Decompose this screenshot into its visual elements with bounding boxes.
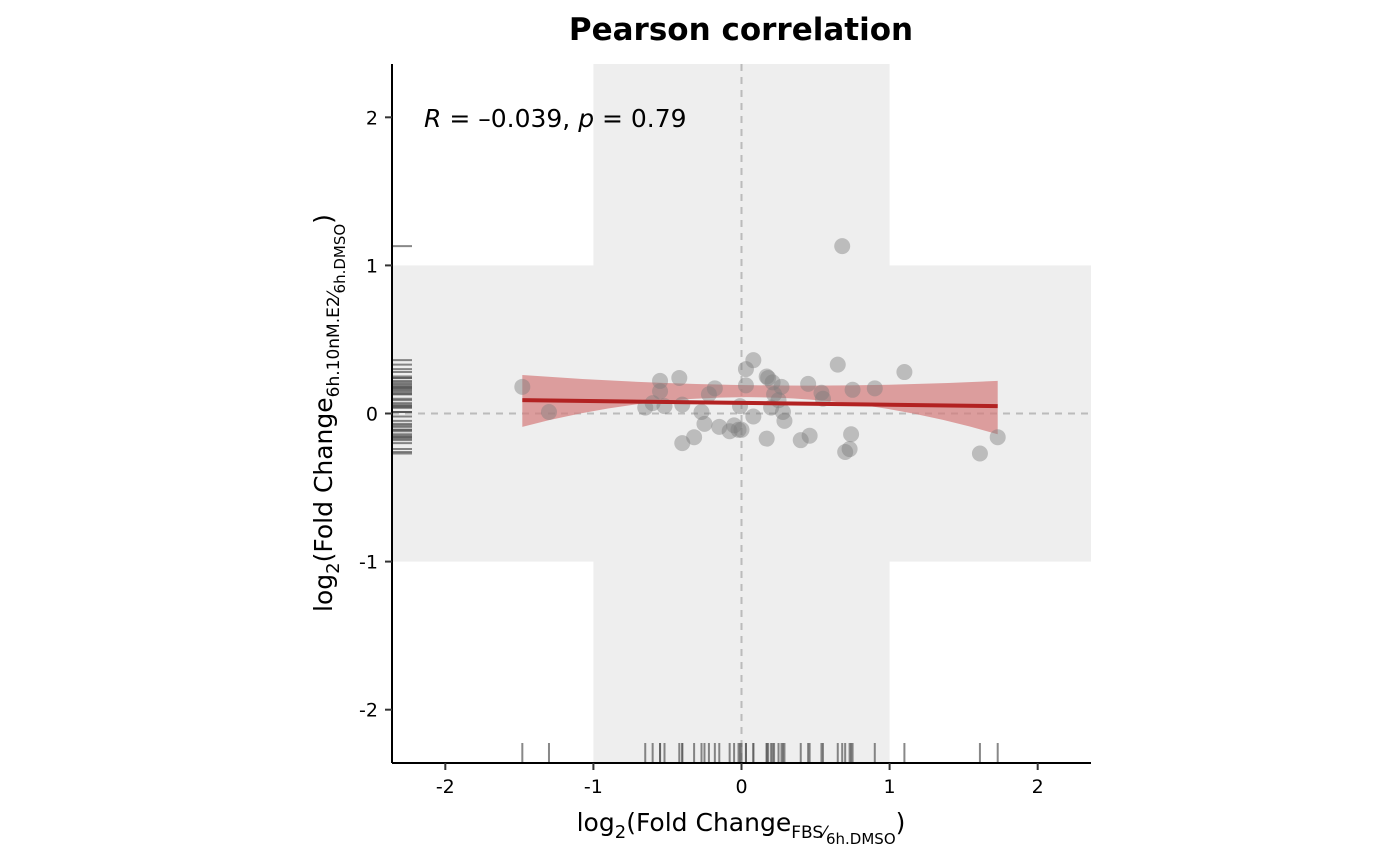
data-point — [758, 368, 775, 385]
x-axis-title-base: 2 — [615, 822, 626, 843]
data-point — [989, 429, 1006, 446]
confidence-band — [522, 374, 998, 435]
data-point — [843, 426, 860, 443]
data-point — [745, 408, 762, 425]
data-point — [866, 380, 883, 397]
y-tick-label: -2 — [359, 700, 378, 722]
data-point — [674, 396, 691, 413]
x-axis-title-log: log — [577, 808, 615, 837]
data-point — [721, 423, 738, 440]
y-tick-label: -1 — [359, 552, 378, 574]
x-tick-label: -2 — [436, 776, 455, 798]
x-axis-title: log2(Fold ChangeFBS⁄6h.DMSO) — [577, 808, 906, 848]
p-symbol: p — [577, 104, 594, 133]
y-axis-title-sub-slash: ⁄ — [324, 290, 344, 300]
data-point — [745, 352, 762, 369]
data-point — [813, 384, 830, 401]
y-axis-title-base: 2 — [323, 562, 344, 573]
y-axis-title-open: (Fold Change — [309, 397, 338, 562]
data-point — [837, 444, 854, 461]
data-point — [540, 404, 557, 421]
data-point — [700, 386, 717, 403]
data-point — [726, 417, 743, 434]
data-point — [792, 432, 809, 449]
data-point — [800, 375, 817, 392]
axes-layer: -2 -1 0 1 2 -2 -1 0 1 2 — [359, 64, 1091, 798]
data-point — [674, 435, 691, 452]
data-point — [776, 412, 793, 429]
y-tick-label: 1 — [366, 255, 378, 277]
confidence-band-layer — [522, 374, 998, 435]
data-point — [730, 421, 747, 438]
data-point — [737, 361, 754, 378]
x-axis-title-open: (Fold Change — [626, 808, 791, 837]
regression-line — [522, 398, 998, 409]
data-point — [711, 418, 728, 435]
data-point — [686, 429, 703, 446]
data-point — [652, 372, 669, 389]
y-axis-title-sub-den: 6h.DMSO — [331, 224, 349, 294]
r-value: = –0.039, — [441, 104, 578, 133]
rug-layer — [392, 245, 999, 763]
data-point — [841, 441, 858, 458]
data-point — [732, 398, 749, 415]
data-point — [693, 404, 710, 421]
data-point — [766, 386, 783, 403]
data-point — [834, 238, 851, 255]
data-point — [758, 430, 775, 447]
y-axis-title-log: log — [309, 574, 338, 612]
x-tick-label: 2 — [1032, 776, 1044, 798]
data-point — [733, 421, 750, 438]
x-tick-label: 0 — [735, 776, 747, 798]
y-tick-label: 2 — [366, 107, 378, 129]
correlation-annotation: R = –0.039, p = 0.79 — [424, 104, 687, 133]
data-point — [737, 377, 754, 394]
data-point — [706, 380, 723, 397]
data-point — [971, 445, 988, 462]
x-axis-title-sub-slash: ⁄ — [819, 823, 829, 843]
r-symbol: R — [424, 104, 441, 133]
data-point — [671, 369, 688, 386]
data-point — [829, 356, 846, 373]
data-point — [844, 381, 861, 398]
data-point — [801, 427, 818, 444]
data-point — [652, 383, 669, 400]
data-point — [764, 374, 781, 391]
y-axis-title-close: ) — [309, 214, 338, 224]
y-axis-title-sub-num: 6h.10nM.E2 — [324, 296, 344, 397]
x-axis-title-close: ) — [896, 808, 906, 837]
chart-title: Pearson correlation — [569, 12, 913, 48]
data-point — [514, 378, 531, 395]
x-tick-label: -1 — [584, 776, 603, 798]
x-tick-label: 1 — [884, 776, 896, 798]
y-tick-label: 0 — [366, 404, 378, 426]
data-point — [760, 369, 777, 386]
data-point — [774, 404, 791, 421]
x-axis-title-sub-den: 6h.DMSO — [826, 830, 896, 848]
data-point — [696, 415, 713, 432]
p-value: = 0.79 — [594, 104, 687, 133]
y-axis-title: log2(Fold Change6h.10nM.E2⁄6h.DMSO) — [309, 214, 349, 612]
x-axis-title-sub-num: FBS — [791, 823, 823, 843]
data-point — [773, 378, 790, 395]
regression-layer — [522, 398, 998, 409]
data-point — [896, 364, 913, 381]
